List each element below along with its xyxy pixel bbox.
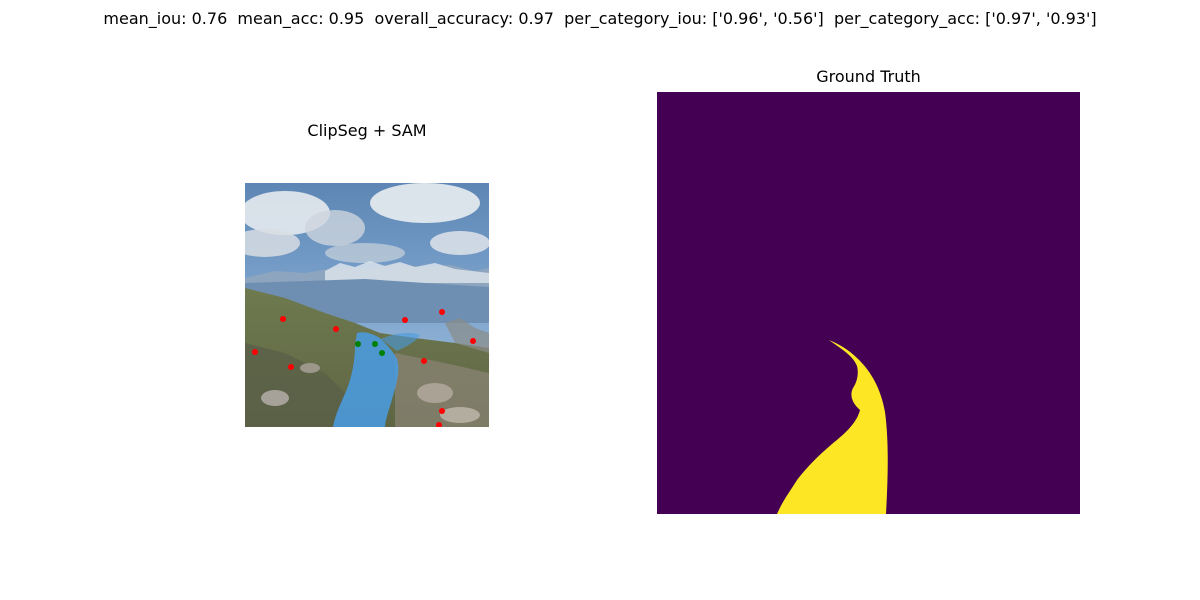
- negative-point: [288, 364, 294, 370]
- negative-point: [402, 317, 408, 323]
- negative-point: [439, 309, 445, 315]
- negative-point: [436, 422, 442, 427]
- panel-title-left: ClipSeg + SAM: [307, 121, 427, 140]
- negative-points: [252, 309, 476, 427]
- negative-point: [439, 408, 445, 414]
- positive-point: [372, 341, 378, 347]
- negative-point: [421, 358, 427, 364]
- positive-point: [379, 350, 385, 356]
- panel-title-right: Ground Truth: [816, 67, 921, 86]
- positive-points: [355, 341, 385, 356]
- positive-point: [355, 341, 361, 347]
- mask-foreground: [777, 340, 888, 514]
- background-photo: [245, 183, 489, 427]
- negative-point: [280, 316, 286, 322]
- prediction-image: [245, 183, 489, 427]
- negative-point: [252, 349, 258, 355]
- negative-point: [470, 338, 476, 344]
- negative-point: [333, 326, 339, 332]
- ground-truth-mask: [657, 92, 1080, 514]
- figure-suptitle: mean_iou: 0.76 mean_acc: 0.95 overall_ac…: [103, 9, 1097, 28]
